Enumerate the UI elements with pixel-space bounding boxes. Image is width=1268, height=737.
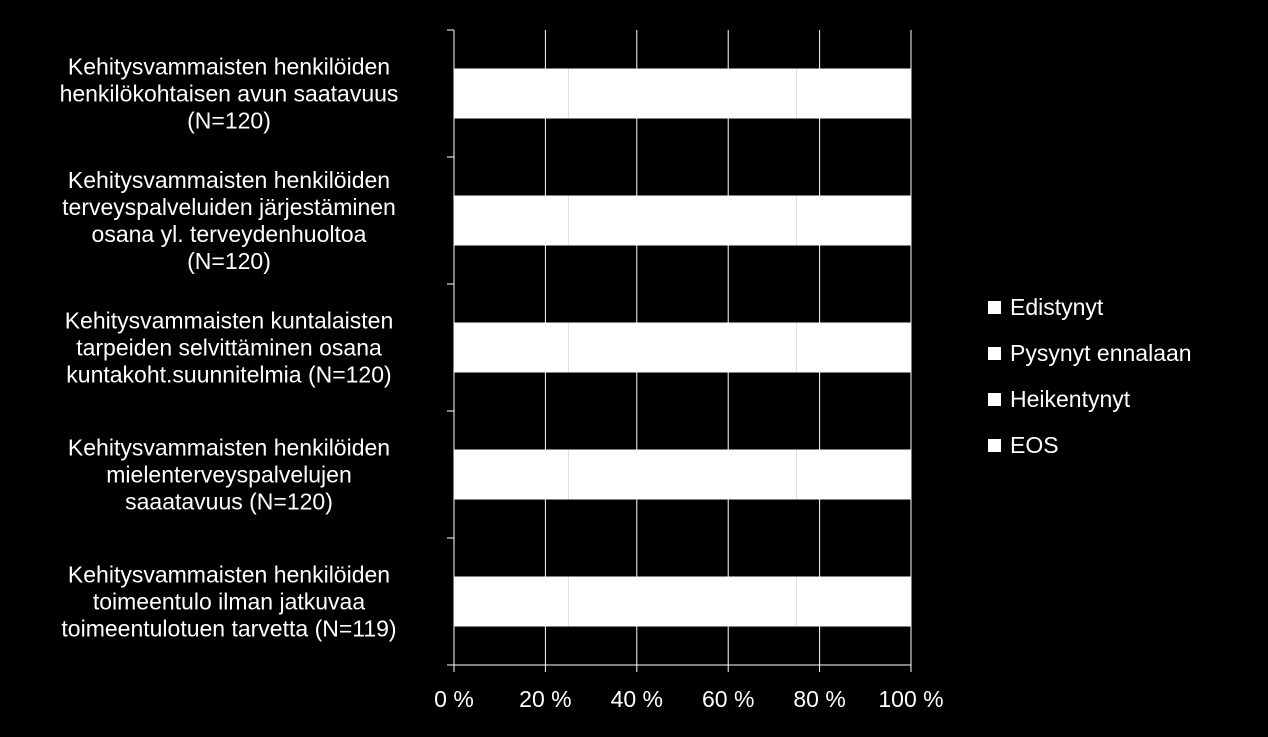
bar-segment [454,449,569,500]
x-tick-label: 0 % [434,686,474,712]
x-tick-label: 100 % [878,686,943,712]
legend-label: Heikentynyt [1010,385,1131,412]
bar-segment [796,449,911,500]
legend-label: EOS [1010,431,1059,458]
category-label: Kehitysvammaisten henkilöiden terveyspal… [62,166,396,274]
bar-segment [568,322,683,373]
x-tick-label: 60 % [702,686,754,712]
bar-segment [682,195,797,246]
bar-segment [796,576,911,627]
category-label: Kehitysvammaisten henkilöiden toimeentul… [61,561,397,641]
category-label: Kehitysvammaisten henkilöiden mielenterv… [67,434,391,514]
bar-segment [454,68,569,119]
bar-segment [796,195,911,246]
bar-segment [568,449,683,500]
chart-legend: Edistynyt Pysynyt ennalaan Heikentynyt EOS [988,284,1192,468]
x-tick-label: 80 % [793,686,845,712]
bar-segment [454,322,569,373]
bar-segment [682,68,797,119]
legend-swatch [988,346,1001,360]
bar-segment [568,195,683,246]
bar-segment [454,576,569,627]
bar-segment [796,68,911,119]
category-label: Kehitysvammaisten kuntalaisten tarpeiden… [64,307,394,387]
bar-segment [682,449,797,500]
bar-segment [568,576,683,627]
legend-swatch [988,392,1001,406]
legend-label: Pysynyt ennalaan [1010,339,1192,366]
legend-item: Pysynyt ennalaan [988,330,1192,376]
bar-segment [796,322,911,373]
legend-item: Heikentynyt [988,376,1192,422]
x-tick-label: 40 % [611,686,663,712]
legend-item: EOS [988,422,1192,468]
legend-swatch [988,438,1001,452]
bar-segment [682,576,797,627]
x-tick-label: 20 % [519,686,571,712]
legend-swatch [988,300,1001,314]
bar-segment [682,322,797,373]
legend-item: Edistynyt [988,284,1192,330]
legend-label: Edistynyt [1010,293,1104,320]
category-label: Kehitysvammaisten henkilöiden henkilökoh… [59,53,399,133]
bar-segment [568,68,683,119]
bar-segment [454,195,569,246]
